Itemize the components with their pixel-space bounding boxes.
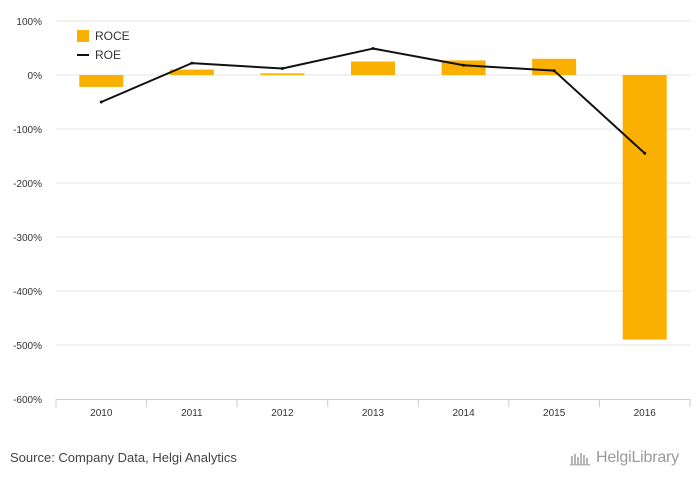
x-tick-label: 2010	[90, 408, 113, 419]
x-tick-label: 2012	[271, 408, 294, 419]
roce-bar	[622, 75, 667, 340]
y-tick-label: 0%	[28, 71, 43, 82]
roce-bar	[79, 75, 124, 87]
roe-point	[462, 63, 466, 67]
y-tick-label: -200%	[13, 179, 42, 190]
helgi-library-logo[interactable]: HelgiLibrary	[570, 449, 679, 467]
x-tick-label: 2015	[543, 408, 566, 419]
y-tick-label: -600%	[13, 395, 42, 406]
y-axis-labels: 100% 0% -100% -200% -300% -400% -500% -600%	[13, 17, 42, 406]
y-tick-label: -300%	[13, 233, 42, 244]
y-tick-label: 100%	[16, 17, 42, 28]
roe-line-layer	[99, 47, 647, 155]
roe-point	[99, 100, 103, 104]
x-axis: 2010 2011 2012 2013 2014 2015 2016	[55, 399, 691, 419]
roe-point	[552, 69, 556, 73]
library-icon	[570, 453, 590, 466]
roce-bars	[79, 58, 667, 340]
logo-text: HelgiLibrary	[596, 449, 679, 466]
chart: 100% 0% -100% -200% -300% -400% -500% -600% 201…	[13, 17, 691, 419]
roe-point	[643, 151, 647, 155]
roe-point	[371, 47, 375, 51]
x-tick-label: 2016	[634, 408, 657, 419]
roe-point	[280, 67, 284, 71]
y-tick-label: -100%	[13, 125, 42, 136]
roce-bar	[532, 58, 577, 75]
x-tick-label: 2014	[452, 408, 475, 419]
roce-bar	[351, 61, 395, 75]
x-tick-label: 2013	[362, 408, 385, 419]
source-note: Source: Company Data, Helgi Analytics	[10, 450, 237, 465]
y-tick-label: -500%	[13, 341, 42, 352]
legend-label-roce: ROCE	[95, 29, 130, 43]
roce-bar	[169, 69, 214, 75]
legend-swatch-roce	[77, 30, 89, 42]
y-tick-label: -400%	[13, 287, 42, 298]
roce-bar	[260, 73, 305, 75]
legend: ROCE ROE	[77, 29, 130, 62]
legend-label-roe: ROE	[95, 48, 121, 62]
x-tick-label: 2011	[181, 408, 203, 419]
roe-point	[190, 61, 194, 65]
